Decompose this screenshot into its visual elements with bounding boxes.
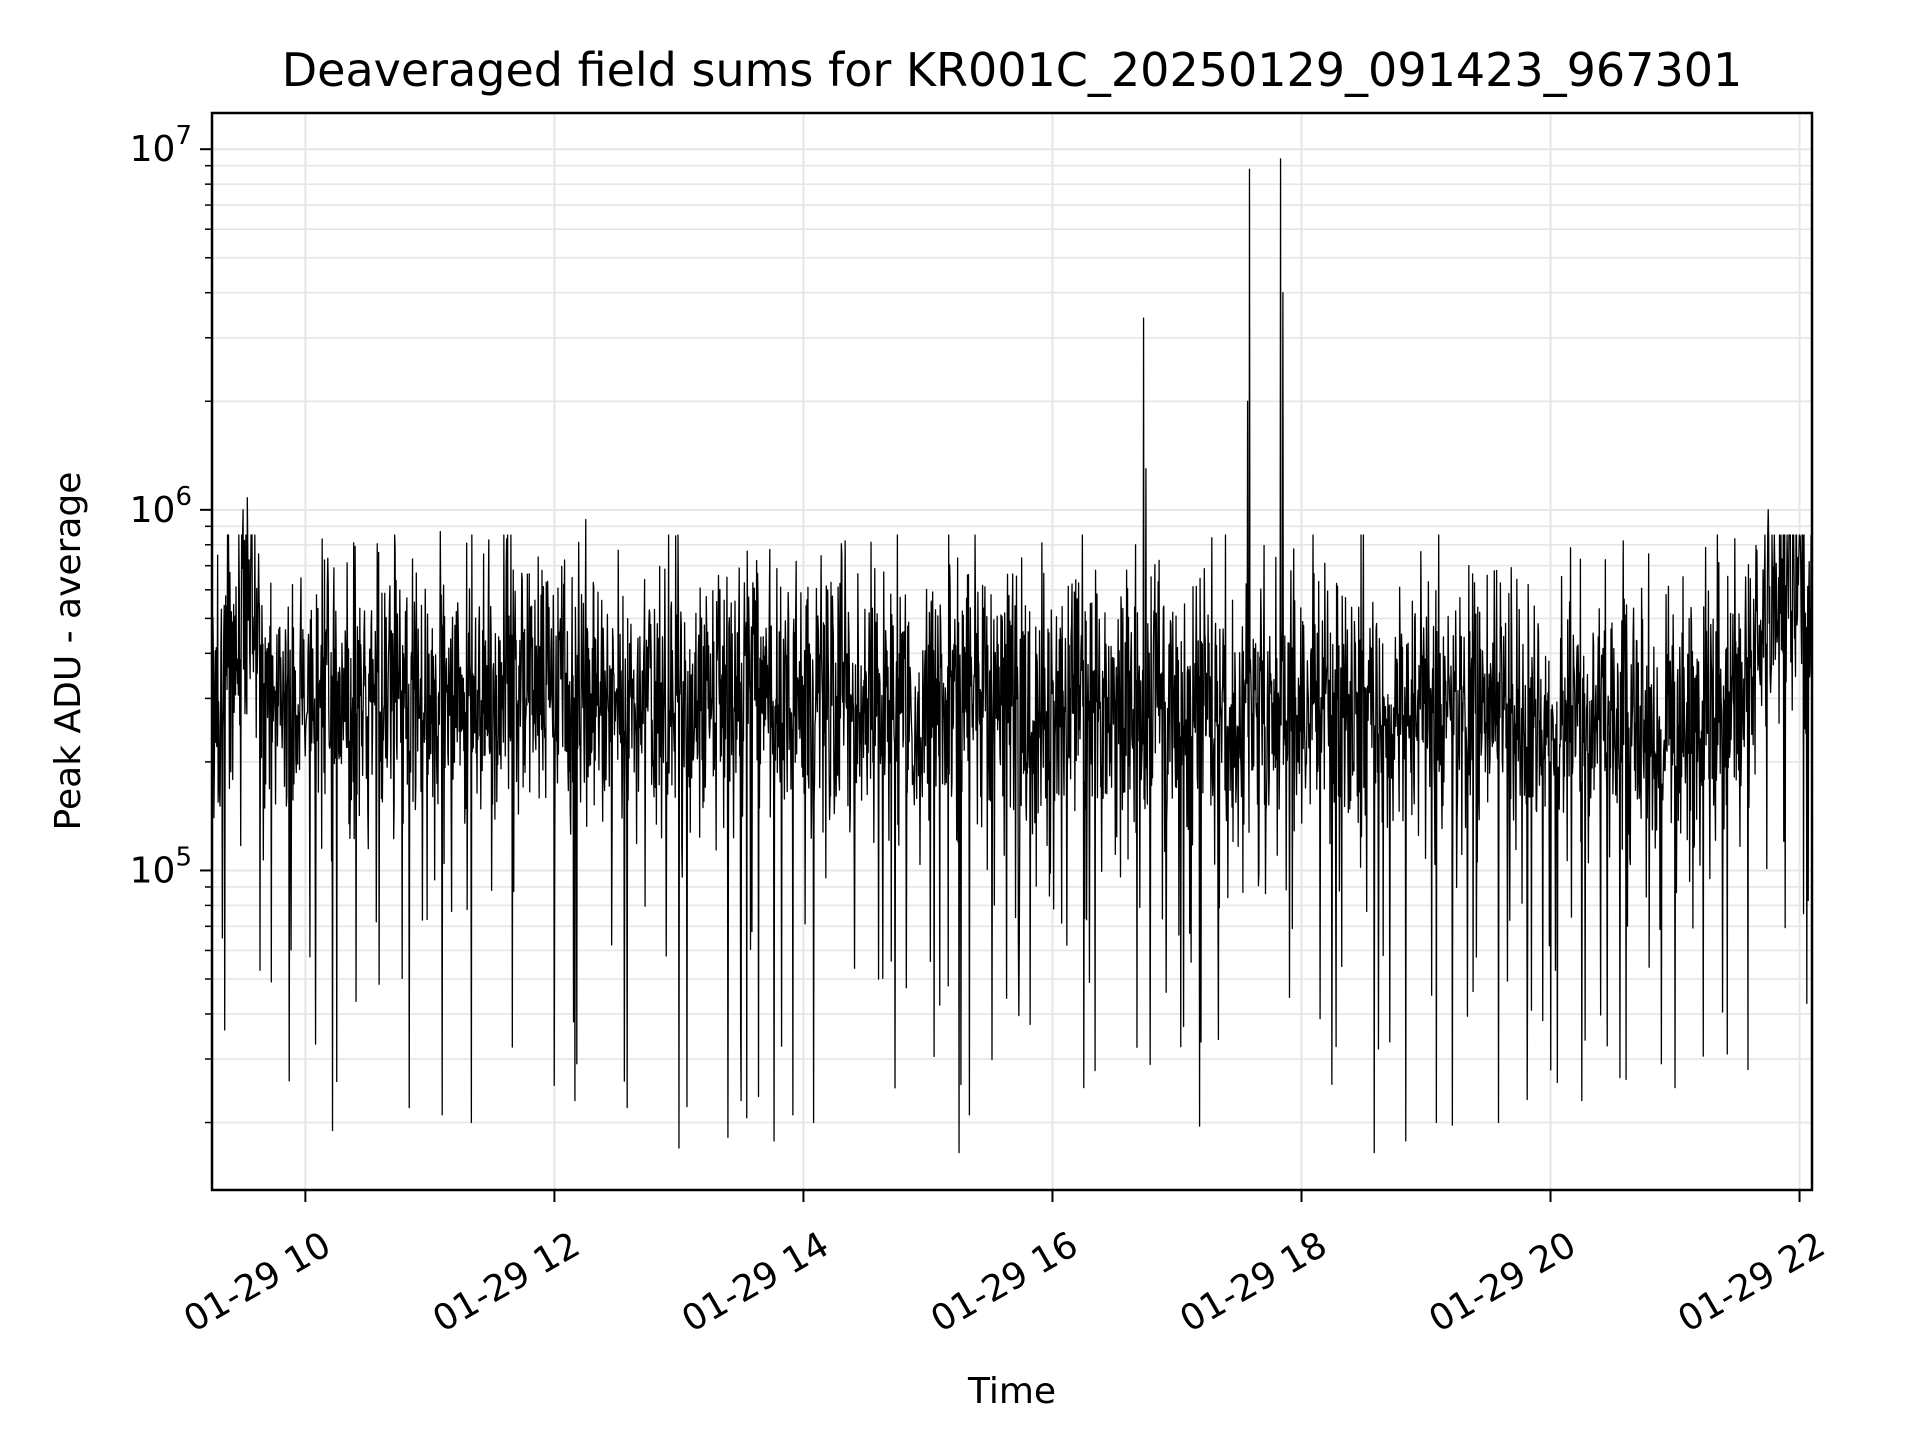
y-axis: 105 106 107 bbox=[130, 121, 212, 1124]
y-tick-label: 106 bbox=[130, 482, 192, 531]
x-tick-label: 01-29 12 bbox=[426, 1224, 587, 1340]
series-line bbox=[211, 158, 1813, 1154]
x-axis-label: Time bbox=[967, 1371, 1056, 1412]
plot-frame bbox=[210, 111, 1814, 1192]
y-axis-label: Peak ADU - average bbox=[48, 472, 89, 831]
data-series bbox=[211, 158, 1813, 1154]
x-tick-label: 01-29 14 bbox=[675, 1224, 836, 1340]
x-tick-label: 01-29 20 bbox=[1422, 1224, 1583, 1340]
chart-title: Deaveraged field sums for KR001C_2025012… bbox=[282, 43, 1743, 97]
x-axis: 01-29 10 01-29 12 01-29 14 01-29 16 01-29 18… bbox=[177, 1190, 1832, 1341]
x-tick-label: 01-29 22 bbox=[1671, 1224, 1832, 1340]
y-tick-label: 107 bbox=[130, 121, 192, 170]
x-tick-label: 01-29 10 bbox=[177, 1224, 338, 1340]
x-tick-label: 01-29 18 bbox=[1173, 1224, 1334, 1340]
x-tick-label: 01-29 16 bbox=[924, 1224, 1085, 1340]
y-tick-label: 105 bbox=[130, 842, 192, 891]
